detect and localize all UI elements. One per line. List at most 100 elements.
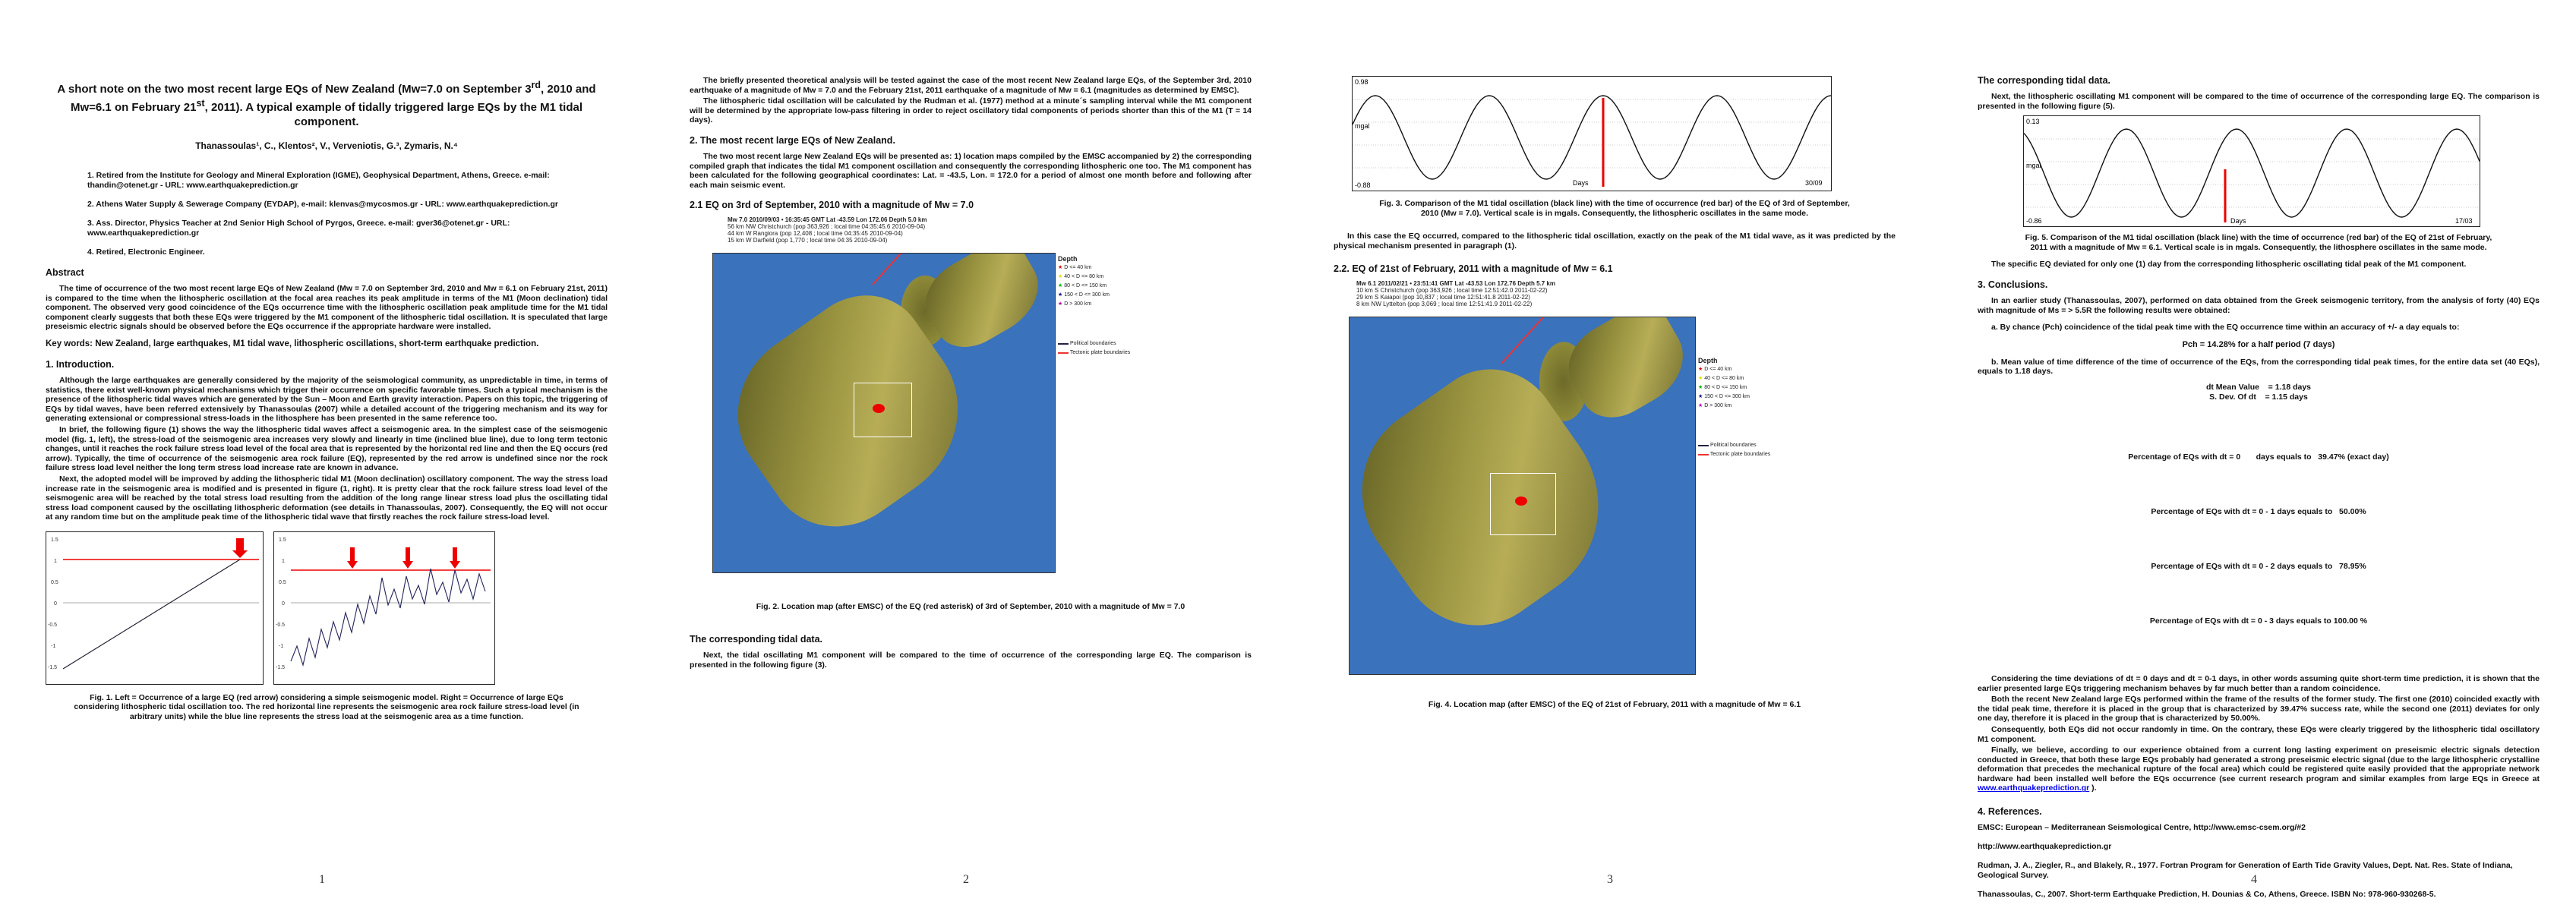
legend-2-political: Political boundaries [1698, 441, 1797, 450]
fig3-ymin: -0.88 [1355, 181, 1371, 189]
reference-4: Thanassoulas, C., 2007. Short-term Earth… [1978, 890, 2436, 900]
figure-5-caption: Fig. 5. Comparison of the M1 tidal oscil… [2025, 233, 2492, 252]
intro-para-3: Next, the adopted model will be improved… [46, 474, 608, 522]
figure-1-right-svg: 1.5 1 0.5 0 -0.5 -1 -1.5 [276, 537, 491, 670]
conclusion-para-1: Considering the time deviations of dt = … [1978, 673, 2540, 693]
fig1r-tick-6: -1.5 [276, 665, 285, 670]
fig1r-tick-4: -0.5 [276, 623, 285, 628]
title-sup-2: st [196, 98, 205, 109]
legend-label-4: 150 < D <= 300 km [1064, 292, 1110, 298]
fig1l-tick-2: 0.5 [51, 580, 58, 585]
map-1-header: Mw 7.0 2010/09/03 • 16:35:45 GMT Lat -43… [728, 216, 1252, 244]
intro-para-2: In brief, the following figure (1) shows… [46, 424, 608, 473]
legend-2-item-1: ★ D <= 40 km [1698, 367, 1732, 373]
affiliation-4: 4. Retired, Electronic Engineer. [87, 247, 205, 257]
legend-2-item-5: ★ D > 300 km [1698, 403, 1732, 409]
fig1l-tick-1: 1 [54, 559, 57, 564]
intro-heading: 1. Introduction. [46, 358, 115, 370]
conclusion-para-4-end: ). [2091, 783, 2097, 793]
abstract-heading: Abstract [46, 267, 84, 278]
figure-1-left-chart: 1.5 1 0.5 0 -0.5 -1 -1.5 [46, 531, 264, 685]
affiliation-3: 3. Ass. Director, Physics Teacher at 2nd… [87, 219, 510, 238]
legend-2-label-5: D > 300 km [1704, 403, 1732, 409]
map-1-legend: Depth ★ D <= 40 km ★ 40 < D <= 80 km ★ 8… [1058, 254, 1157, 358]
item-a: a. By chance (Pch) coincidence of the ti… [1991, 323, 2460, 333]
page-1: A short note on the two most recent larg… [0, 0, 644, 911]
fig1r-tick-1: 1 [282, 559, 285, 564]
m1-tidal-wave-2 [2023, 128, 2480, 218]
eq-arrow-2 [402, 547, 413, 569]
stat-sdev: S. Dev. Of dt = 1.15 days [2209, 392, 2308, 402]
legend-2-label-2: 40 < D <= 80 km [1704, 376, 1744, 382]
eq-arrow-3 [450, 547, 460, 569]
north-island-land [912, 254, 1053, 361]
stat-mean: dt Mean Value = 1.18 days [2205, 382, 2312, 392]
tidal-heading-2: The corresponding tidal data. [1978, 75, 2111, 86]
legend-item-1: ★ D <= 40 km [1058, 265, 1092, 271]
page-number-3: 3 [1607, 873, 1613, 886]
page-1-content: A short note on the two most recent larg… [46, 72, 608, 728]
tidal-stress-wave [290, 568, 486, 667]
references-list: EMSC: European – Mediterranean Seismolog… [1978, 823, 2540, 900]
fig1r-tick-5: -1 [279, 644, 283, 649]
legend-label-5: D > 300 km [1064, 301, 1092, 307]
map-2-sub-2: 29 km S Kaiapoi (pop 10,837 ; local time… [1356, 294, 1530, 301]
intro-cont-para-2: The lithospheric tidal oscillation will … [690, 96, 1252, 125]
affiliation-1: 1. Retired from the Institute for Geolog… [87, 171, 550, 190]
legend-item-4: ★ 150 < D <= 300 km [1058, 292, 1110, 298]
tidal-heading-1: The corresponding tidal data. [690, 633, 823, 645]
title-part-b: , 2010 and Mw=6.1 on February 21 [71, 83, 596, 114]
figure-5-chart: 0.13 -0.86 mgal Days 17/03 [2023, 115, 2480, 228]
item-b: b. Mean value of time difference of the … [1978, 357, 2540, 377]
fig1l-tick-3: 0 [54, 601, 57, 607]
conclusions-intro: In an earlier study (Thanassoulas, 2007)… [1978, 295, 2540, 315]
keywords-text: New Zealand, large earthquakes, M1 tidal… [95, 339, 539, 348]
percentages-block: Percentage of EQs with dt = 0 days equal… [1978, 411, 2540, 667]
intro-cont-para-1: The briefly presented theoretical analys… [690, 76, 1252, 95]
legend-2-item-4: ★ 150 < D <= 300 km [1698, 394, 1750, 400]
map-2-sub-1: 10 km S Christchurch (pop 363,926 ; loca… [1356, 287, 1548, 295]
page-4: The corresponding tidal data. Next, the … [1932, 0, 2576, 911]
page-number-2: 2 [963, 873, 969, 886]
map-2-header: Mw 6.1 2011/02/21 • 23:51:41 GMT Lat -43… [1356, 280, 1896, 307]
paper-title: A short note on the two most recent larg… [53, 78, 600, 129]
legend-political: Political boundaries [1058, 339, 1157, 348]
fig1r-tick-0: 1.5 [279, 537, 286, 543]
legend-2-label-1: D <= 40 km [1704, 367, 1732, 373]
legend-2-item-3: ★ 80 < D <= 150 km [1698, 385, 1747, 391]
eq-arrow-1 [347, 547, 358, 569]
figure-3-svg: 0.98 -0.88 mgal Days 30/09 [1352, 78, 1832, 189]
eq-arrow [232, 537, 248, 558]
legend-2-item-2: ★ 40 < D <= 80 km [1698, 376, 1744, 382]
title-part-c: , 2011). A typical example of tidally tr… [204, 101, 582, 128]
stress-load-line [62, 559, 241, 670]
figure-3-chart: 0.98 -0.88 mgal Days 30/09 [1352, 76, 1832, 191]
epicenter-marker [873, 404, 885, 414]
tidal-text-2: Next, the lithospheric oscillating M1 co… [1978, 92, 2540, 111]
keywords-label: Key words: [46, 339, 93, 348]
legend-label-1: D <= 40 km [1064, 265, 1092, 271]
legend-label-3: 80 < D <= 150 km [1064, 283, 1107, 289]
figure-2: Mw 7.0 2010/09/03 • 16:35:45 GMT Lat -43… [712, 216, 1252, 596]
title-part-a: A short note on the two most recent larg… [57, 83, 532, 96]
page-2-content: The briefly presented theoretical analys… [690, 76, 1252, 671]
stats-block: dt Mean Value = 1.18 days S. Dev. Of dt =… [1978, 383, 2540, 402]
fig1l-tick-6: -1.5 [48, 665, 57, 670]
figure-5-svg: 0.13 -0.86 mgal Days 17/03 [2023, 118, 2480, 225]
legend-tectonic-label: Tectonic plate boundaries [1069, 350, 1131, 356]
figure-1: 1.5 1 0.5 0 -0.5 -1 -1.5 [46, 531, 608, 687]
page-number-4: 4 [2251, 873, 2257, 886]
fig5-xend: 17/03 [2455, 217, 2473, 225]
fig3-xlabel: Days [1573, 179, 1589, 187]
conclusion-para-2: Both the recent New Zealand large EQs pe… [1978, 695, 2540, 723]
tidal-text-1: Next, the tidal oscillating M1 component… [690, 650, 1252, 670]
fig5-ymax: 0.13 [2026, 118, 2040, 125]
percentage-4: Percentage of EQs with dt = 0 - 3 days e… [2149, 616, 2368, 626]
earthquakeprediction-link[interactable]: www.earthquakeprediction.gr [1978, 783, 2090, 793]
figure-1-left-svg: 1.5 1 0.5 0 -0.5 -1 -1.5 [48, 537, 259, 670]
legend-2-tectonic: Tectonic plate boundaries [1698, 450, 1797, 459]
map-2-title: Mw 6.1 2011/02/21 • 23:51:41 GMT Lat -43… [1356, 280, 1556, 288]
section-2-text: The two most recent large New Zealand EQ… [690, 151, 1252, 190]
fig5-ymin: -0.86 [2026, 217, 2042, 225]
title-sup-1: rd [531, 80, 541, 90]
